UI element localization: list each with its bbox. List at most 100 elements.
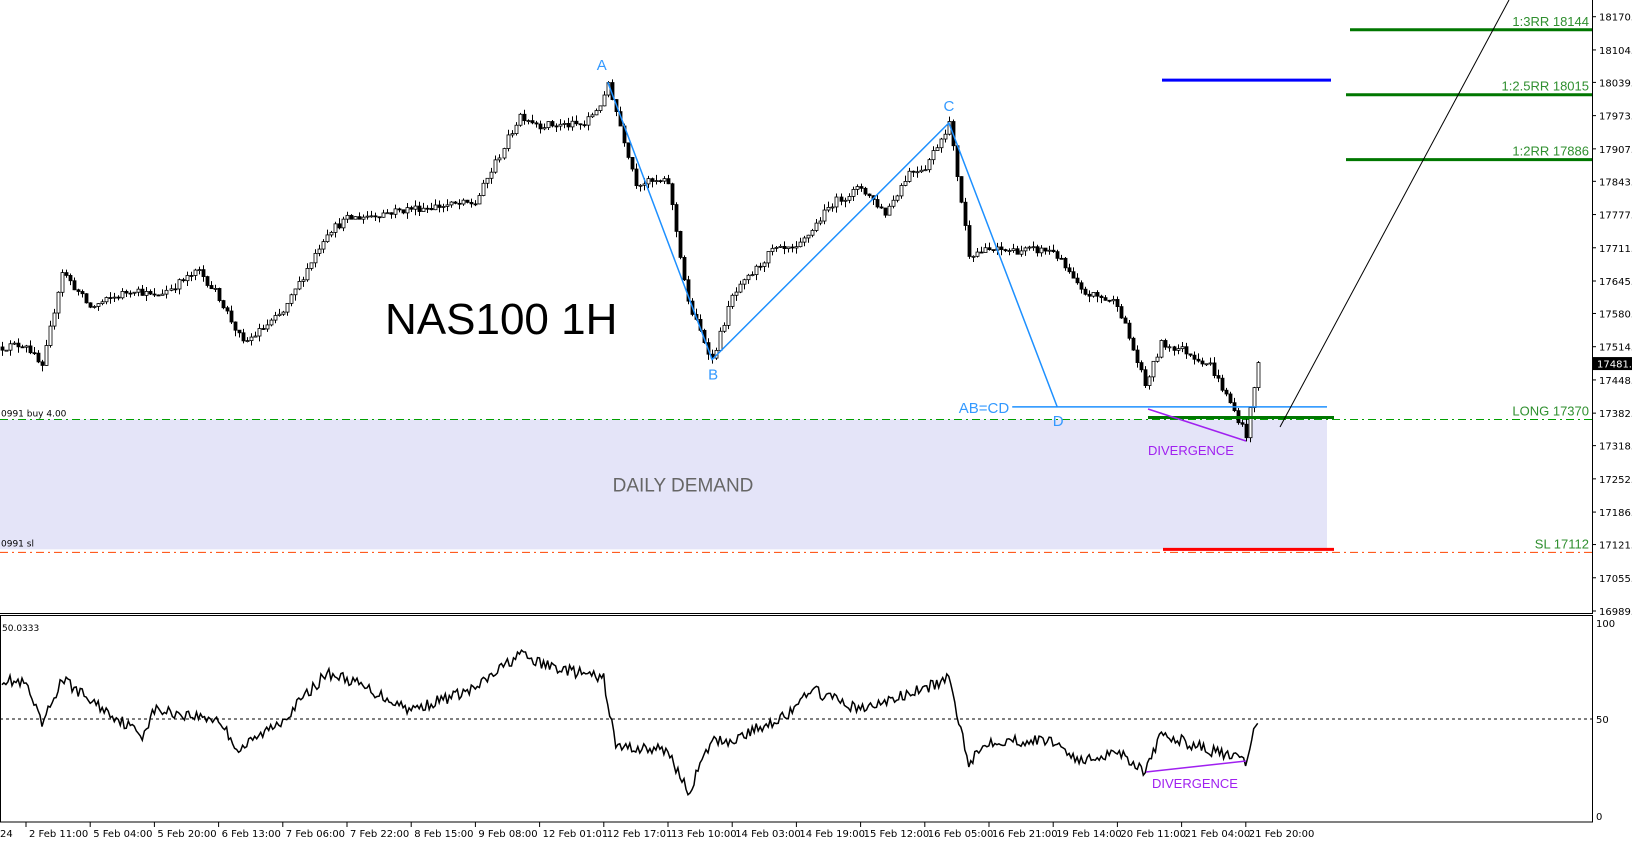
candle-bull (903, 181, 908, 186)
candle-bear (979, 251, 984, 254)
candle-bull (1151, 360, 1156, 378)
candle-bull (177, 279, 182, 290)
candle-bull (810, 230, 815, 236)
candle-bull (1007, 250, 1012, 252)
order-buy-label: 0991 buy 4.00 (1, 409, 67, 419)
candle-bear (1216, 375, 1221, 379)
time-tick-label: 5 Feb 20:00 (157, 829, 216, 840)
candle-bull (305, 268, 310, 281)
candle-bull (257, 328, 262, 337)
oscillator-line (1, 649, 1259, 796)
price-tick-label: 17318.0 (1599, 442, 1632, 453)
candle-bear (32, 352, 37, 355)
candle-bull (213, 288, 218, 290)
candle-bull (502, 148, 507, 159)
candle-bull (1180, 346, 1185, 350)
candle-bear (1103, 297, 1108, 301)
candle-bull (8, 343, 13, 351)
candle-bear (64, 272, 69, 276)
candle-bear (682, 257, 687, 281)
candle-bull (1155, 356, 1160, 362)
candle-bear (225, 307, 230, 312)
candle-bull (907, 170, 912, 182)
candle-bear (987, 247, 992, 251)
price-tick-label: 17973.5 (1599, 112, 1632, 123)
price-tick-label: 17382.5 (1599, 409, 1632, 420)
candle-bull (96, 303, 101, 307)
candle-bear (156, 294, 161, 297)
candle-bull (891, 199, 896, 207)
oscillator-value-label: 50.0333 (2, 624, 39, 634)
candle-bear (237, 329, 242, 334)
candle-bull (44, 345, 49, 366)
abcd-pattern-line[interactable] (607, 81, 1058, 408)
oscillator-tick-0: 0 (1596, 812, 1602, 823)
candle-bear (839, 196, 844, 202)
candle-bull (100, 301, 105, 304)
candle-bull (786, 246, 791, 249)
candle-bull (1023, 247, 1028, 252)
time-tick-label: 20 Feb 11:00 (1120, 829, 1186, 840)
candle-bear (16, 342, 21, 348)
candle-bear (1244, 423, 1249, 439)
time-tick-label: 15 Feb 12:00 (864, 829, 930, 840)
candle-bear (550, 121, 555, 127)
candle-bull (144, 291, 149, 296)
candle-bear (233, 321, 238, 331)
time-tick-label: 21 Feb 04:00 (1185, 829, 1251, 840)
candle-bear (152, 293, 157, 296)
candle-bull (851, 189, 856, 197)
candle-bull (24, 345, 29, 348)
candle-bull (333, 223, 338, 233)
candle-bull (1027, 246, 1032, 249)
price-divergence-line[interactable] (1147, 408, 1247, 442)
candle-bull (738, 283, 743, 293)
candle-bull (1252, 387, 1257, 408)
candle-bear (686, 279, 691, 302)
candle-bull (546, 121, 551, 129)
candle-bear (389, 212, 394, 215)
price-tick-label: 17186.0 (1599, 508, 1632, 519)
candle-bear (28, 345, 33, 354)
candle-bull (818, 220, 823, 224)
time-tick-label: 9 Feb 08:00 (478, 829, 537, 840)
candle-bull (506, 134, 511, 149)
candle-bear (1163, 340, 1168, 348)
candle-bull (441, 206, 446, 208)
candle-bull (353, 216, 358, 220)
candle-bull (830, 206, 835, 209)
candle-bull (931, 150, 936, 161)
candle-bear (1240, 422, 1245, 425)
candle-bull (197, 269, 202, 272)
candle-bear (68, 275, 73, 282)
projection-trendline[interactable] (1279, 0, 1510, 428)
candle-bear (373, 215, 378, 218)
oscillator-divergence-line[interactable] (1145, 760, 1247, 773)
candle-bear (1200, 360, 1205, 365)
candle-bear (0, 346, 5, 351)
candle-bull (1019, 250, 1024, 255)
candle-bear (522, 113, 527, 122)
candle-bear (1188, 353, 1193, 356)
time-tick-label: 7 Feb 06:00 (286, 829, 345, 840)
candle-bear (1099, 295, 1104, 299)
time-tick-label: 14 Feb 03:00 (735, 829, 801, 840)
long-level-label: LONG 17370 (1512, 403, 1589, 418)
candle-bull (899, 185, 904, 197)
candle-bull (762, 262, 767, 267)
candle-bear (36, 352, 41, 363)
candle-bear (758, 265, 763, 268)
rr-1-2-5-label: 1:2.5RR 18015 (1502, 79, 1589, 94)
candle-bull (385, 212, 390, 215)
candle-bull (265, 324, 270, 330)
candle-bear (80, 291, 85, 295)
candle-bull (919, 169, 924, 173)
candle-bear (859, 186, 864, 189)
candle-bear (999, 246, 1004, 250)
candle-bull (365, 215, 370, 218)
candle-bear (658, 180, 663, 183)
candle-bear (1131, 337, 1136, 351)
order-sl-label: 0991 sl (1, 539, 34, 549)
candle-bear (1051, 249, 1056, 253)
candle-bear (217, 288, 222, 301)
